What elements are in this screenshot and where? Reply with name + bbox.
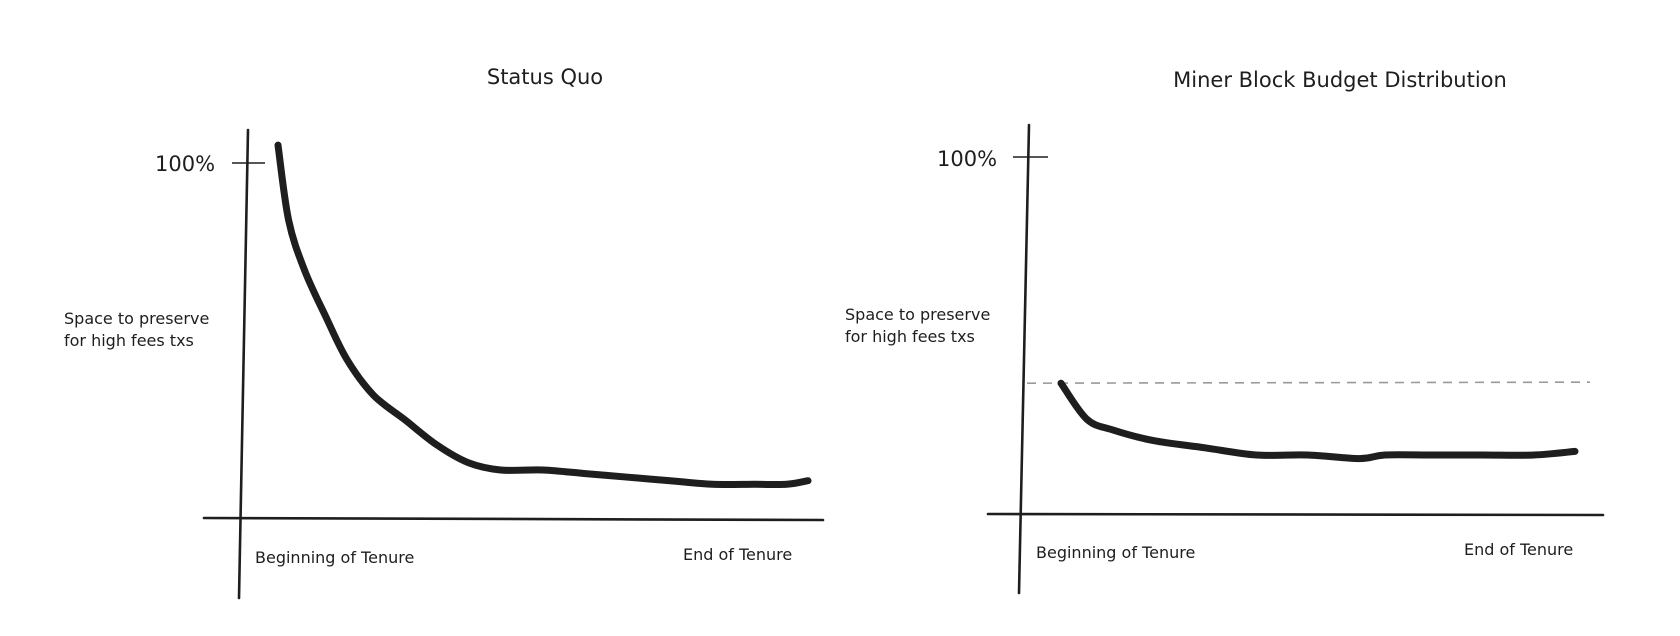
y-axis-label-line-2: for high fees txs <box>64 331 194 350</box>
chart-miner-block-budget: Miner Block Budget Distribution Space to… <box>845 68 1605 595</box>
chart-title: Miner Block Budget Distribution <box>1173 68 1507 92</box>
y-axis-label-line-2: for high fees txs <box>845 327 975 346</box>
x-end-label: End of Tenure <box>683 545 792 564</box>
x-axis <box>986 512 1605 517</box>
chart-status-quo: Status Quo Space to preserve for high fe… <box>64 65 825 600</box>
series-line <box>1057 379 1579 463</box>
y-tick-label: 100% <box>155 152 215 176</box>
chart-title: Status Quo <box>487 65 603 89</box>
x-axis <box>202 516 825 522</box>
y-axis <box>1017 123 1031 595</box>
x-start-label: Beginning of Tenure <box>255 548 414 567</box>
x-start-label: Beginning of Tenure <box>1036 543 1195 562</box>
y-axis <box>237 128 250 600</box>
x-end-label: End of Tenure <box>1464 540 1573 559</box>
y-axis-label-line-1: Space to preserve <box>64 309 209 328</box>
y-axis-label-line-1: Space to preserve <box>845 305 990 324</box>
y-tick-label: 100% <box>937 147 997 171</box>
series-line <box>274 141 812 489</box>
reference-dashed-line <box>1026 381 1591 384</box>
